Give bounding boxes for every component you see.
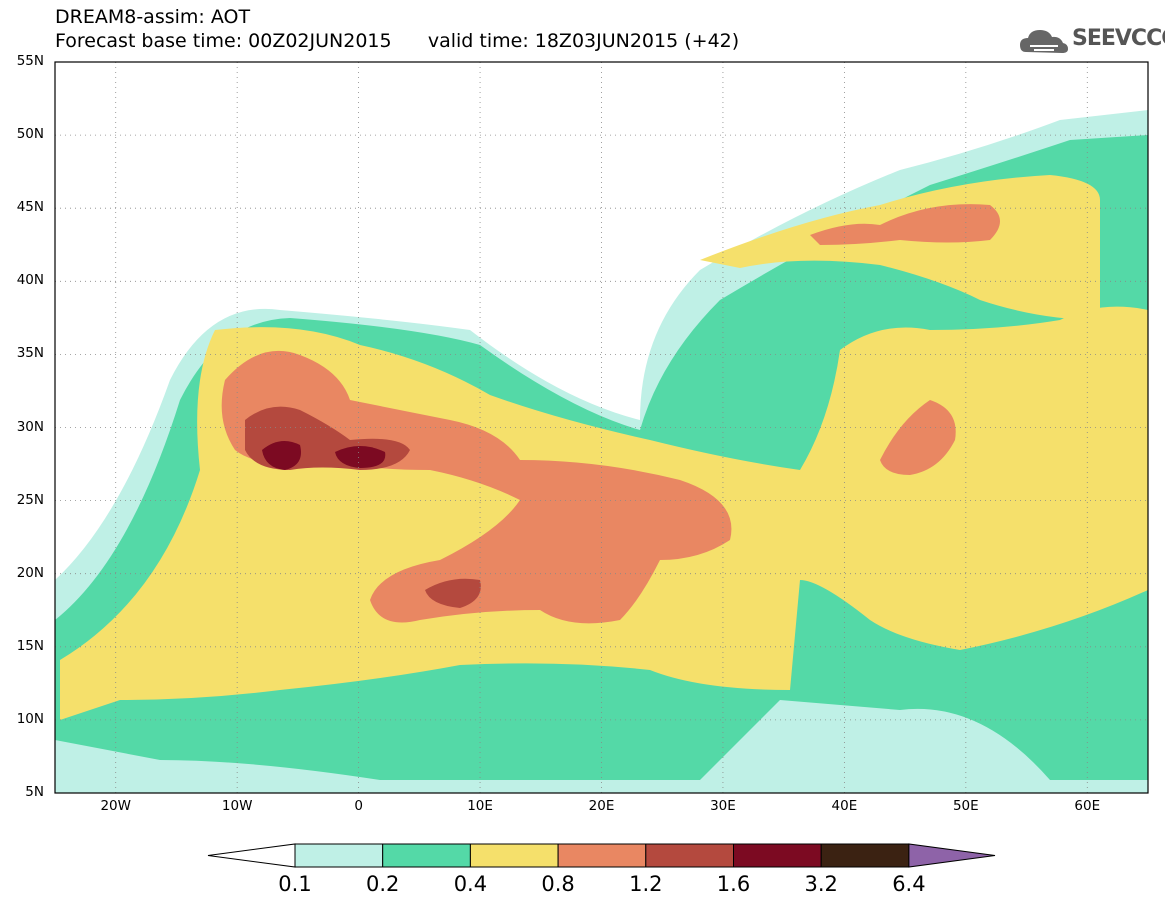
- colorbar-segment: [557, 843, 647, 868]
- lon-label: 0: [354, 798, 363, 814]
- aot-contour-0.8-n: [810, 204, 1000, 245]
- lon-label: 40E: [831, 798, 858, 814]
- colorbar-segment: [294, 843, 384, 868]
- lat-label: 55N: [16, 53, 44, 69]
- colorbar-segment: [382, 843, 471, 868]
- forecast-times: Forecast base time: 00Z02JUN2015 valid t…: [55, 30, 739, 52]
- colorbar-label: 1.6: [716, 872, 751, 896]
- aot-contour-0.4-black-sea: [700, 175, 1100, 320]
- aot-contour-1.6-b: [335, 446, 386, 468]
- lat-label: 20N: [16, 564, 44, 581]
- lon-label: 20W: [100, 798, 131, 814]
- lat-label: 5N: [25, 784, 44, 800]
- lat-label: 40N: [16, 272, 44, 289]
- colorbar-segment: [733, 843, 822, 868]
- lon-label: 50E: [952, 798, 979, 814]
- lat-label: 15N: [16, 637, 44, 654]
- aot-contour-0.8: [221, 350, 732, 624]
- colorbar-segment: [469, 843, 559, 868]
- aot-contour-1.2-chad: [425, 578, 481, 608]
- colorbar-label: 3.2: [804, 872, 838, 896]
- lon-label: 60E: [1074, 798, 1101, 814]
- colorbar-label: 0.4: [453, 872, 488, 896]
- aot-contour-1.6: [262, 441, 301, 470]
- figure-title: DREAM8-assim: AOT: [55, 6, 251, 28]
- colorbar-segment: [820, 843, 910, 868]
- lon-label: 10E: [467, 798, 493, 814]
- lat-label: 30N: [16, 418, 44, 435]
- valid-time-label: valid time: 18Z03JUN2015 (+42): [427, 30, 740, 52]
- lon-label: 10W: [221, 798, 253, 814]
- colorbar-lower-arrow: [207, 843, 296, 868]
- aot-contour-0.8-arabia: [880, 400, 956, 475]
- map-frame: [54, 61, 1149, 794]
- lat-label: 10N: [16, 710, 44, 727]
- lon-label: 30E: [710, 798, 736, 814]
- logo-text: SEEVCCC: [1072, 26, 1165, 51]
- colorbar-label: 6.4: [892, 872, 926, 896]
- map-gridlines: [55, 62, 1148, 793]
- lat-label: 25N: [16, 491, 44, 508]
- lat-label: 35N: [16, 345, 44, 362]
- cloud-icon: [1020, 30, 1068, 53]
- colorbar-label: 0.2: [365, 872, 400, 896]
- colorbar-label: 0.8: [541, 872, 575, 896]
- colorbar-segment: [645, 843, 734, 868]
- colorbar-label: 1.2: [629, 872, 663, 896]
- lat-label: 45N: [16, 199, 44, 216]
- lat-label: 50N: [16, 126, 44, 143]
- colorbar: [207, 843, 996, 868]
- lon-label: 20E: [588, 798, 615, 814]
- colorbar-label: 0.1: [278, 872, 312, 896]
- base-time-label: Forecast base time: 00Z02JUN2015: [55, 30, 392, 52]
- colorbar-upper-arrow: [908, 843, 996, 868]
